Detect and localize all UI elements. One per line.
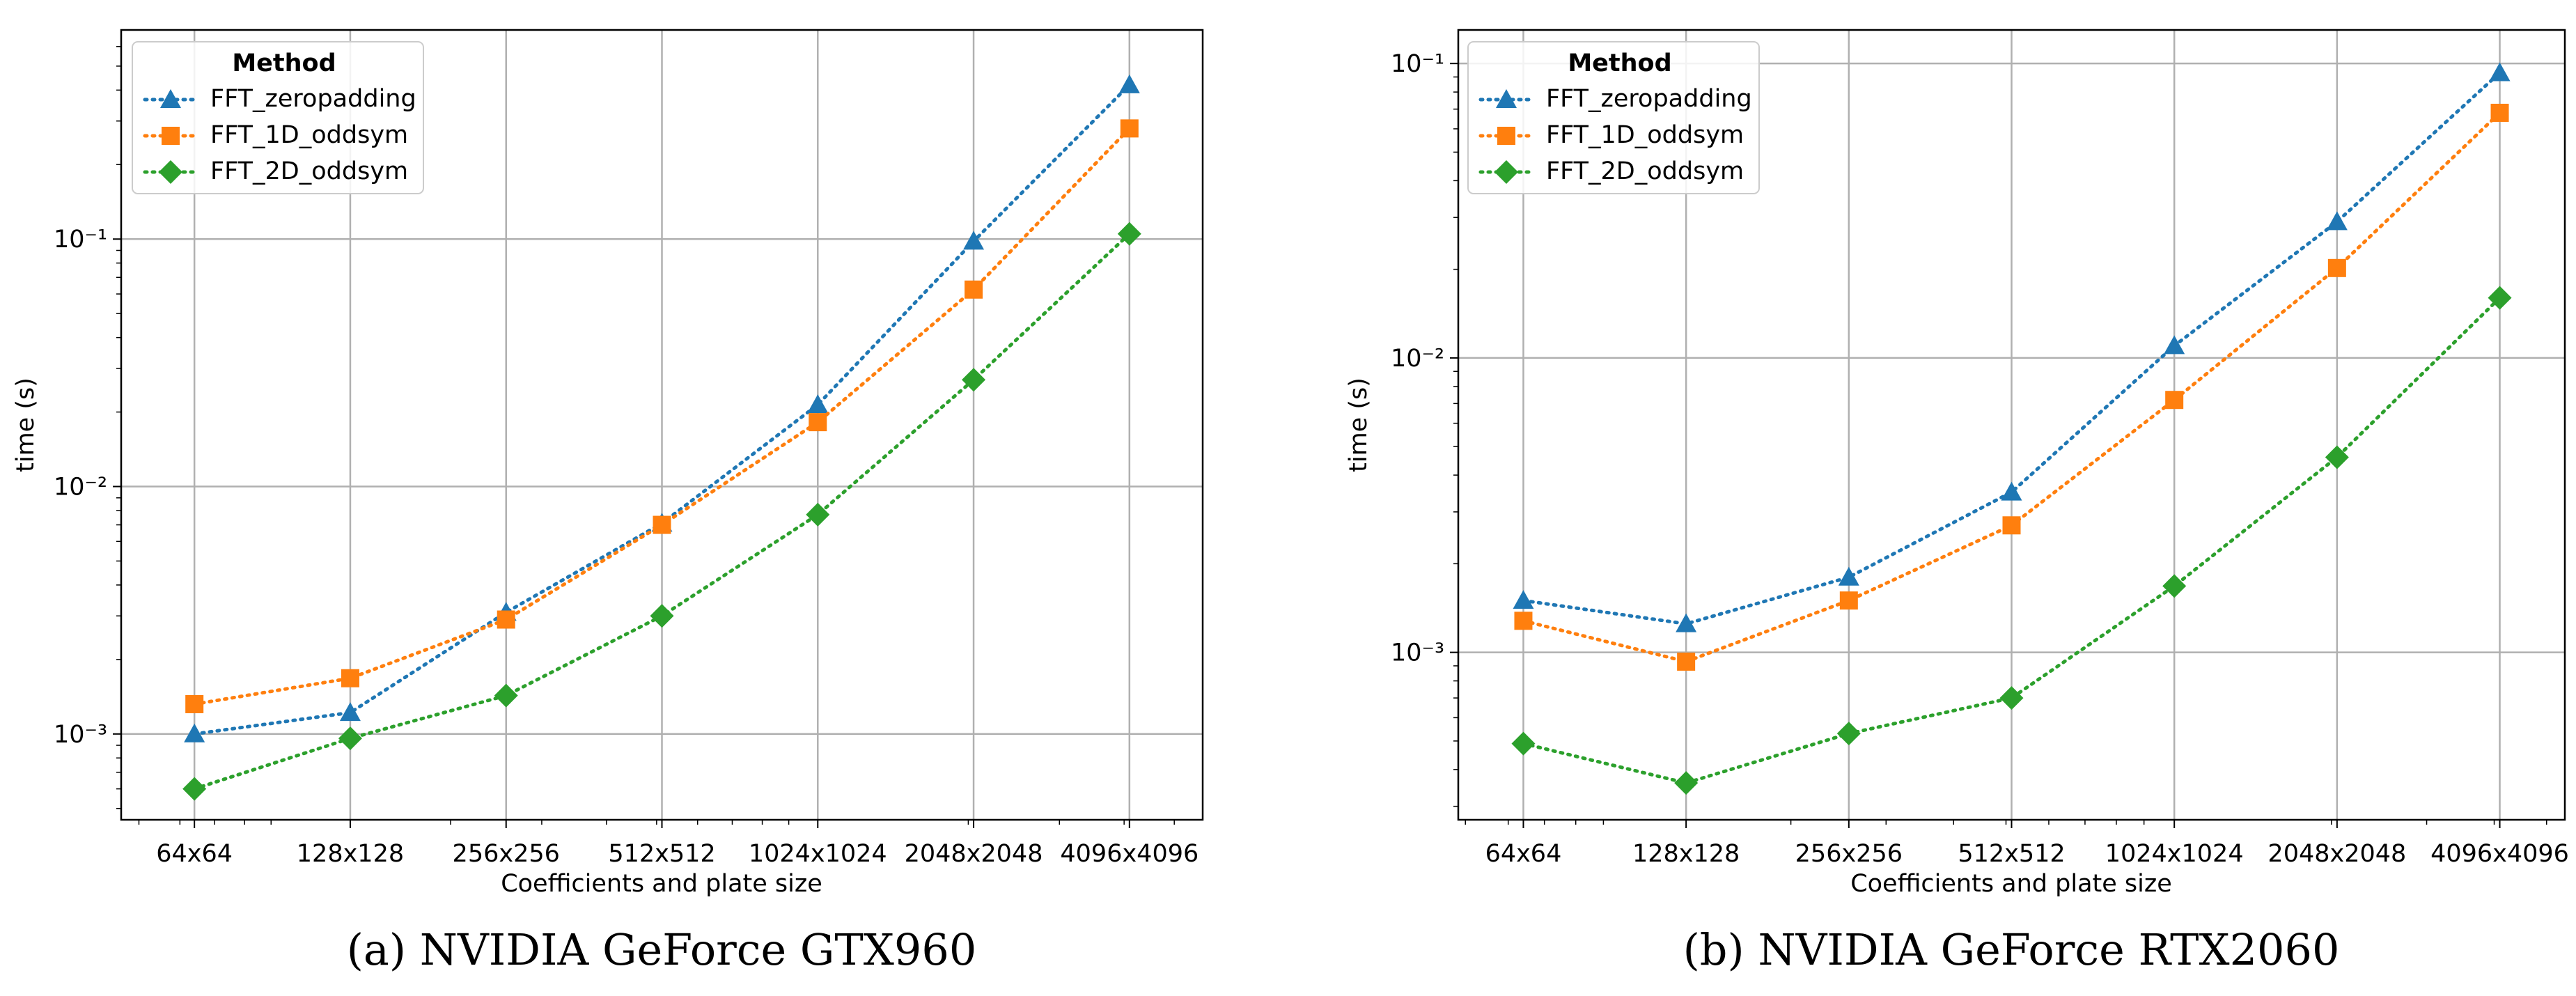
axes: 64x64 128x128 256x256 512x512 1024x1024 2048x… xyxy=(1391,50,2569,868)
x-tick-label: 128x128 xyxy=(297,840,404,868)
caption-b: (b) NVIDIA GeForce RTX2060 xyxy=(1683,924,2340,975)
data-point-fft_2d_oddsym xyxy=(962,368,986,392)
data-point-fft_1d_oddsym xyxy=(497,610,515,629)
legend-label: FFT_1D_oddsym xyxy=(1546,121,1744,149)
data-point-fft_zeropadding xyxy=(339,702,361,722)
legend: Method FFT_zeropadding FFT_1D_oddsym FFT_2D… xyxy=(1467,41,1760,194)
data-point-fft_2d_oddsym xyxy=(2488,286,2512,310)
x-tick-label: 64x64 xyxy=(1485,840,1562,868)
data-point-fft_2d_oddsym xyxy=(650,604,674,628)
legend-label: FFT_zeropadding xyxy=(1546,85,1752,113)
y-tick-label: 10⁻¹ xyxy=(54,226,107,254)
data-point-fft_zeropadding xyxy=(2489,62,2511,81)
legend-label: FFT_2D_oddsym xyxy=(210,157,408,185)
series-group xyxy=(182,74,1141,801)
data-point-fft_zeropadding xyxy=(1838,566,1859,586)
x-tick-label: 256x256 xyxy=(1795,840,1903,868)
legend: Method FFT_zeropadding FFT_1D_oddsym FFT_2D… xyxy=(132,41,424,194)
y-tick-label: 10⁻³ xyxy=(54,721,107,749)
y-tick-label: 10⁻² xyxy=(1391,345,1444,373)
x-tick-label: 128x128 xyxy=(1632,840,1740,868)
chart-panel-gtx960: 64x64 128x128 256x256 512x512 1024x1024 2048x… xyxy=(12,29,1204,975)
x-tick-label: 64x64 xyxy=(156,840,233,868)
x-tick-label: 256x256 xyxy=(453,840,560,868)
y-axis-label: time (s) xyxy=(12,378,40,472)
legend-label: FFT_2D_oddsym xyxy=(1546,157,1744,185)
legend-box xyxy=(1467,41,1760,194)
caption-a: (a) NVIDIA GeForce GTX960 xyxy=(347,924,977,975)
data-point-fft_2d_oddsym xyxy=(2162,574,2187,598)
legend-label: FFT_1D_oddsym xyxy=(210,121,408,149)
y-tick-label: 10⁻² xyxy=(54,474,107,501)
legend-marker xyxy=(160,89,181,108)
x-tick-label: 1024x1024 xyxy=(2105,840,2244,868)
data-point-fft_1d_oddsym xyxy=(1839,591,1858,610)
data-point-fft_2d_oddsym xyxy=(1836,722,1861,746)
data-point-fft_2d_oddsym xyxy=(1511,731,1536,756)
x-tick-label: 512x512 xyxy=(1958,840,2065,868)
y-axis-label: time (s) xyxy=(1345,378,1373,472)
data-point-fft_zeropadding xyxy=(807,394,829,414)
data-point-fft_1d_oddsym xyxy=(2002,516,2021,535)
legend-title: Method xyxy=(232,49,336,77)
x-tick-label: 2048x2048 xyxy=(2267,840,2406,868)
data-point-fft_2d_oddsym xyxy=(338,726,362,751)
data-point-fft_2d_oddsym xyxy=(806,502,830,527)
data-point-fft_zeropadding xyxy=(1513,590,1534,609)
data-point-fft_1d_oddsym xyxy=(1677,652,1696,671)
axes: 64x64 128x128 256x256 512x512 1024x1024 2048x… xyxy=(54,46,1199,868)
data-point-fft_1d_oddsym xyxy=(965,280,983,299)
data-point-fft_zeropadding xyxy=(2326,211,2348,231)
data-point-fft_2d_oddsym xyxy=(494,683,518,708)
legend-marker xyxy=(159,160,182,184)
x-axis-label: Coefficients and plate size xyxy=(1850,870,2172,898)
legend-box xyxy=(132,41,424,194)
x-tick-label: 512x512 xyxy=(608,840,715,868)
data-point-fft_1d_oddsym xyxy=(1120,119,1139,138)
data-point-fft_1d_oddsym xyxy=(2327,258,2346,277)
data-point-fft_zeropadding xyxy=(2001,481,2022,501)
x-tick-label: 4096x4096 xyxy=(2430,840,2569,868)
data-point-fft_2d_oddsym xyxy=(1674,771,1699,795)
x-tick-label: 4096x4096 xyxy=(1060,840,1199,868)
data-point-fft_2d_oddsym xyxy=(2325,445,2349,469)
data-point-fft_1d_oddsym xyxy=(653,515,671,534)
data-point-fft_1d_oddsym xyxy=(2165,391,2184,410)
legend-marker xyxy=(1497,127,1515,145)
data-point-fft_zeropadding xyxy=(2164,335,2185,355)
chart-panel-rtx2060: 64x64 128x128 256x256 512x512 1024x1024 2048x… xyxy=(1345,29,2569,975)
data-point-fft_zeropadding xyxy=(1118,74,1140,93)
data-point-fft_zeropadding xyxy=(963,231,985,250)
data-point-fft_zeropadding xyxy=(184,723,205,742)
legend-marker xyxy=(162,127,180,145)
legend-marker xyxy=(1494,160,1518,184)
x-axis-label: Coefficients and plate size xyxy=(501,870,822,898)
data-point-fft_2d_oddsym xyxy=(1117,221,1141,246)
data-point-fft_2d_oddsym xyxy=(1999,686,2024,710)
series-group xyxy=(1511,62,2512,795)
data-point-fft_1d_oddsym xyxy=(2490,103,2509,122)
y-tick-label: 10⁻¹ xyxy=(1391,50,1444,78)
data-point-fft_zeropadding xyxy=(1676,613,1697,632)
data-point-fft_1d_oddsym xyxy=(341,669,359,687)
legend-label: FFT_zeropadding xyxy=(210,85,416,113)
legend-title: Method xyxy=(1568,49,1671,77)
data-point-fft_1d_oddsym xyxy=(809,413,827,432)
legend-marker xyxy=(1496,89,1517,108)
y-tick-label: 10⁻³ xyxy=(1391,639,1444,667)
x-tick-label: 2048x2048 xyxy=(905,840,1043,868)
data-point-fft_2d_oddsym xyxy=(182,777,207,801)
x-tick-label: 1024x1024 xyxy=(749,840,887,868)
data-point-fft_1d_oddsym xyxy=(1514,612,1533,630)
data-point-fft_1d_oddsym xyxy=(185,694,204,713)
